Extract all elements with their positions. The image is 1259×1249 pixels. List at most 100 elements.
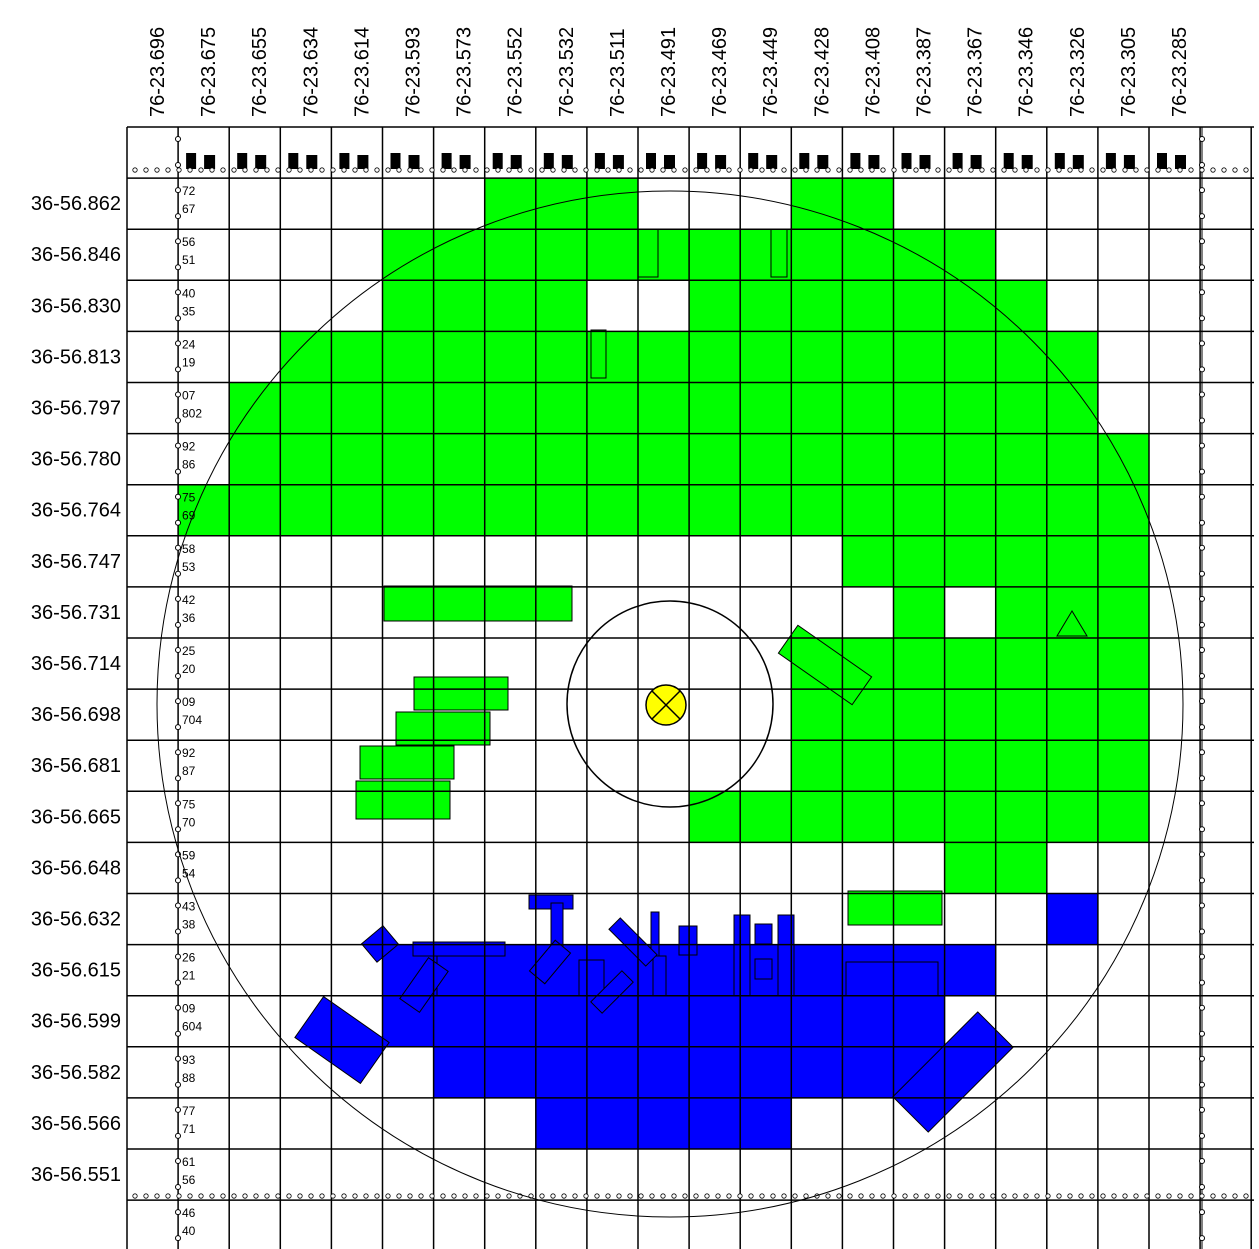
header-marker (408, 155, 420, 169)
header-marker (748, 153, 759, 169)
green-cell (638, 331, 690, 383)
green-cell (791, 382, 843, 434)
header-marker (288, 153, 299, 169)
guide-dot (175, 1184, 181, 1190)
blue-bar (733, 914, 751, 997)
latitude-label: 36-56.615 (31, 960, 121, 982)
header-dot (462, 167, 468, 173)
green-cell (995, 484, 1047, 536)
header-dot (1078, 1193, 1084, 1199)
green-cell (433, 280, 485, 332)
header-dot (242, 1193, 248, 1199)
header-dot (209, 167, 215, 173)
header-dot (1210, 1193, 1216, 1199)
row-sublabel: 26 (182, 951, 196, 965)
row-sublabel: 07 (182, 389, 196, 403)
green-cell (178, 484, 230, 536)
header-dot (1111, 1193, 1117, 1199)
header-marker (237, 153, 248, 169)
green-cell (995, 842, 1047, 894)
green-cell (1046, 740, 1098, 792)
guide-dot (1199, 213, 1205, 220)
header-dot (330, 1193, 336, 1199)
header-dot (1177, 1193, 1183, 1199)
header-dot (220, 167, 226, 173)
green-cell (1097, 484, 1149, 536)
guide-dot (175, 519, 181, 526)
green-cell (893, 484, 945, 536)
blue-cell (791, 944, 843, 996)
green-cell (995, 331, 1047, 383)
row-sublabel: 88 (182, 1071, 196, 1085)
header-dot (572, 167, 578, 173)
guide-dot (175, 928, 181, 935)
green-cell (842, 433, 894, 485)
guide-dot (1199, 289, 1205, 296)
green-cell (331, 433, 383, 485)
green-cell (944, 484, 996, 536)
header-dot (1089, 1193, 1095, 1199)
header-dot (638, 167, 644, 173)
header-dot (1023, 1193, 1029, 1199)
header-dot (484, 1193, 490, 1199)
header-dot (1012, 1193, 1018, 1199)
header-dot (594, 167, 600, 173)
header-dot (319, 167, 325, 173)
green-cell (689, 433, 741, 485)
header-dot (187, 1193, 193, 1199)
guide-dot (1199, 1106, 1205, 1113)
header-dot (1221, 167, 1227, 173)
guide-dot (1199, 979, 1205, 986)
longitude-label: 76-23.449 (760, 27, 782, 117)
guide-dot (175, 749, 181, 756)
longitude-label: 76-23.511 (607, 28, 629, 117)
latitude-label: 36-56.599 (31, 1011, 121, 1033)
blue-cell (484, 1046, 536, 1098)
guide-dot (175, 1158, 181, 1164)
header-dot (352, 1193, 358, 1199)
header-dot (1144, 167, 1150, 173)
header-dot (902, 167, 908, 173)
row-sublabel: 20 (182, 662, 196, 676)
blue-rotated (590, 970, 634, 1014)
guide-dot (175, 493, 181, 500)
header-dot (352, 167, 358, 173)
guide-dot (1199, 877, 1205, 884)
green-bar (383, 585, 573, 622)
blue-cell (586, 1046, 638, 1098)
green-cell (535, 178, 587, 230)
green-cell (740, 433, 792, 485)
green-cell (791, 791, 843, 843)
green-cell (586, 229, 638, 281)
header-dot (891, 1193, 897, 1199)
green-cell (1046, 791, 1098, 843)
header-dot (308, 167, 314, 173)
longitude-label: 76-23.305 (1118, 27, 1140, 117)
header-dot (176, 1193, 182, 1199)
header-dot (913, 1193, 919, 1199)
header-dot (616, 167, 622, 173)
row-sublabel: 54 (182, 866, 196, 880)
guide-dot (175, 775, 181, 782)
header-dot (165, 167, 171, 173)
guide-dot (1199, 468, 1205, 475)
green-cell (791, 689, 843, 741)
green-cell (944, 791, 996, 843)
green-cell (995, 586, 1047, 638)
guide-dot (175, 544, 181, 551)
latitude-label: 36-56.862 (31, 193, 121, 215)
header-marker (868, 155, 880, 169)
guide-dot (1199, 1235, 1205, 1242)
guide-dot (175, 391, 181, 398)
header-dot (671, 1193, 677, 1199)
green-strip (590, 329, 607, 379)
latitude-label: 36-56.797 (31, 398, 121, 420)
header-dot (682, 167, 688, 173)
green-cell (893, 586, 945, 638)
blue-cell (638, 1046, 690, 1098)
header-marker (510, 155, 522, 169)
guide-dot (1199, 953, 1205, 960)
header-dot (143, 167, 149, 173)
header-dot (891, 167, 897, 173)
green-cell (1046, 535, 1098, 587)
